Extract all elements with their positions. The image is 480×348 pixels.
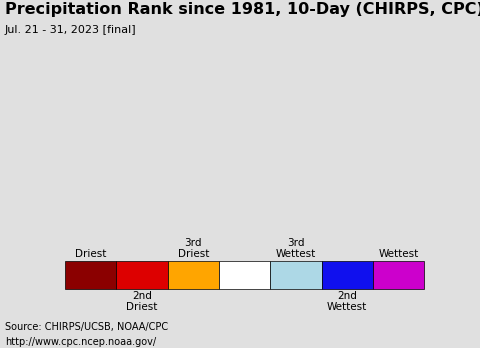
- Text: Source: CHIRPS/UCSB, NOAA/CPC: Source: CHIRPS/UCSB, NOAA/CPC: [5, 322, 168, 332]
- Bar: [168, 261, 219, 288]
- Text: Driest: Driest: [75, 249, 106, 259]
- Bar: [116, 261, 168, 288]
- Text: 3rd
Wettest: 3rd Wettest: [276, 238, 316, 259]
- Text: Jul. 21 - 31, 2023 [final]: Jul. 21 - 31, 2023 [final]: [5, 25, 136, 35]
- Bar: [373, 261, 424, 288]
- Bar: [65, 261, 116, 288]
- Text: Precipitation Rank since 1981, 10-Day (CHIRPS, CPC): Precipitation Rank since 1981, 10-Day (C…: [5, 2, 480, 17]
- Bar: [219, 261, 270, 288]
- Text: 2nd
Wettest: 2nd Wettest: [327, 291, 367, 312]
- Text: 3rd
Driest: 3rd Driest: [178, 238, 209, 259]
- Bar: [270, 261, 322, 288]
- Text: http://www.cpc.ncep.noaa.gov/: http://www.cpc.ncep.noaa.gov/: [5, 338, 156, 347]
- Text: Wettest: Wettest: [379, 249, 419, 259]
- Text: 2nd
Driest: 2nd Driest: [126, 291, 157, 312]
- Bar: [322, 261, 373, 288]
